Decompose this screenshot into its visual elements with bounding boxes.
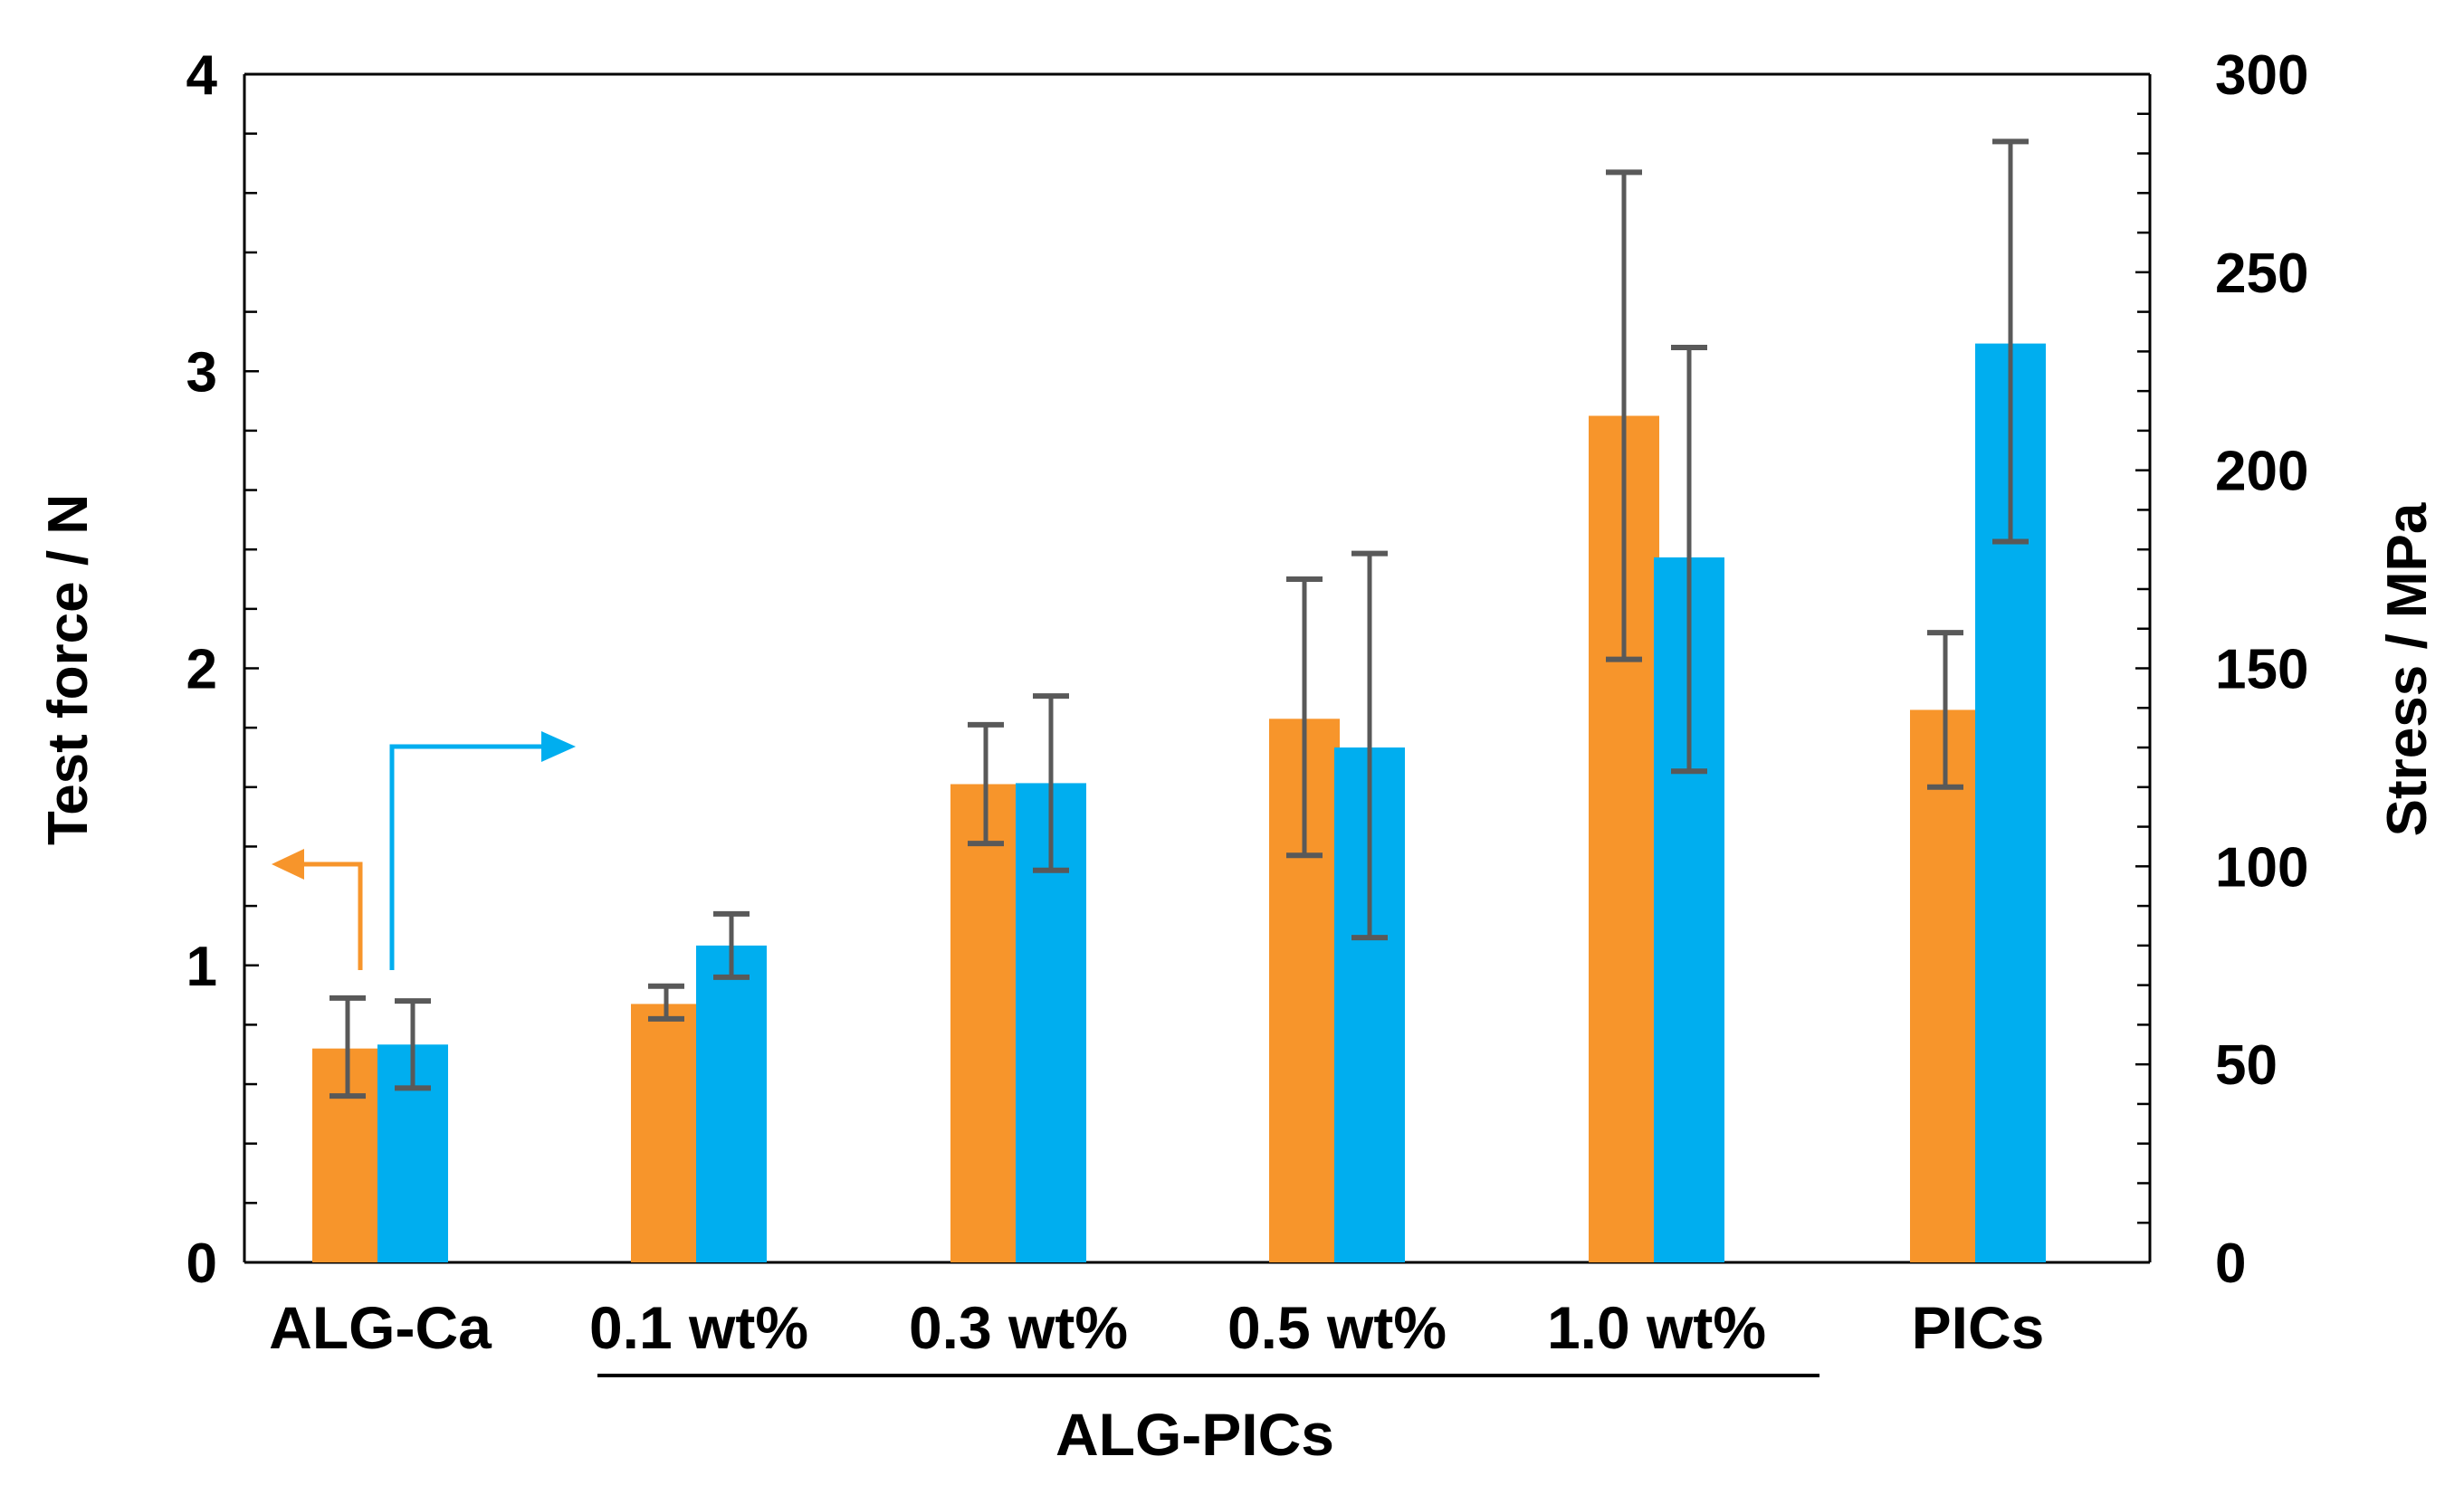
right-tick-label: 0 bbox=[2215, 1233, 2246, 1295]
left-tick-label: 4 bbox=[186, 44, 218, 107]
category-label: 0.3 wt% bbox=[909, 1294, 1128, 1361]
stress-arrowhead bbox=[541, 731, 576, 762]
test-force-arrow-line bbox=[301, 861, 363, 970]
right-tick-label: 250 bbox=[2215, 243, 2308, 305]
error-bars bbox=[329, 138, 2029, 1099]
category-labels: ALG-Ca 0.1 wt% 0.3 wt% 0.5 wt% 1.0 wt% PICs bbox=[269, 1294, 2044, 1361]
category-label: 0.1 wt% bbox=[589, 1294, 808, 1361]
bars bbox=[312, 343, 2046, 1262]
right-axis-title: Stress / MPa bbox=[2376, 502, 2439, 836]
left-axis: 0 1 2 3 4 bbox=[186, 44, 259, 1295]
group-label: ALG-PICs bbox=[1055, 1401, 1334, 1468]
test-force-arrowhead bbox=[272, 849, 304, 880]
category-label: 1.0 wt% bbox=[1547, 1294, 1766, 1361]
bar-test-force-5 bbox=[1910, 709, 1981, 1262]
bar-test-force-2 bbox=[950, 784, 1021, 1262]
right-tick-label: 100 bbox=[2215, 836, 2308, 899]
bar-stress-1 bbox=[696, 945, 767, 1262]
category-label: ALG-Ca bbox=[269, 1294, 492, 1361]
right-tick-label: 50 bbox=[2215, 1034, 2278, 1097]
stress-arrow-line bbox=[389, 744, 543, 970]
left-tick-label: 1 bbox=[186, 936, 217, 998]
right-tick-label: 150 bbox=[2215, 639, 2308, 701]
category-label: 0.5 wt% bbox=[1227, 1294, 1447, 1361]
right-tick-label: 200 bbox=[2215, 441, 2308, 503]
plot-frame bbox=[243, 72, 2152, 1264]
category-label: PICs bbox=[1912, 1294, 2045, 1361]
right-tick-label: 300 bbox=[2215, 44, 2308, 107]
left-tick-label: 2 bbox=[186, 639, 217, 701]
axis-indicator-arrows bbox=[272, 731, 576, 970]
left-tick-label: 0 bbox=[186, 1233, 217, 1295]
right-axis: 0 50 100 150 200 250 300 bbox=[2135, 44, 2308, 1295]
left-axis-title: Test force / N bbox=[37, 494, 100, 845]
left-tick-label: 3 bbox=[186, 341, 217, 404]
bar-test-force-1 bbox=[631, 1004, 702, 1262]
